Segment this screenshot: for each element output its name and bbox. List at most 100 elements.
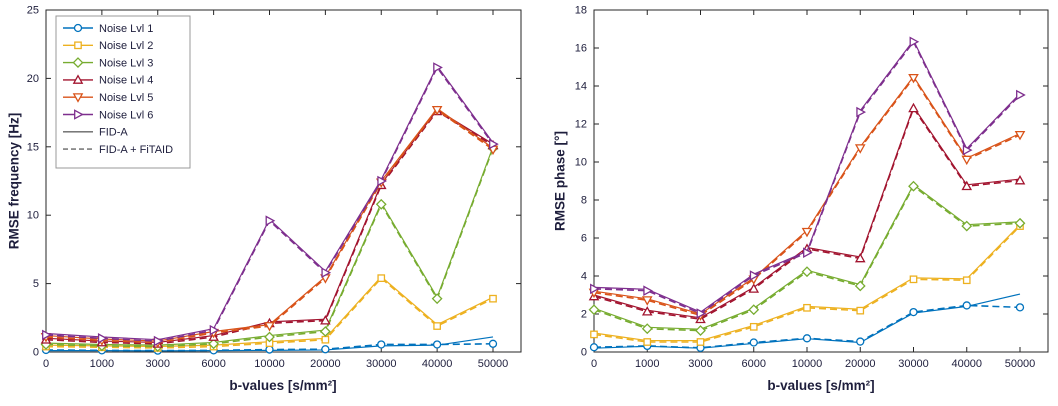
diamond-marker <box>641 323 653 335</box>
tick-label: 14 <box>575 81 587 93</box>
tick-label: 6 <box>581 233 587 245</box>
square-marker <box>590 330 598 339</box>
triangle-down-marker <box>72 93 84 103</box>
square-marker <box>962 276 971 285</box>
tick-label: 10000 <box>254 358 285 370</box>
tick-label: 12 <box>575 119 587 131</box>
triangle-down-marker <box>854 144 866 154</box>
diamond-marker <box>1014 217 1026 229</box>
tick-label: Noise Lvl 1 <box>99 23 153 35</box>
tick-label: 50000 <box>1005 358 1036 370</box>
tick-label: 6000 <box>201 358 225 370</box>
circle-marker <box>432 340 442 349</box>
triangle-up-marker <box>72 74 84 84</box>
diamond-marker <box>431 293 443 305</box>
circle-marker <box>321 345 330 354</box>
circle-marker <box>802 334 812 343</box>
triangle-up-marker <box>748 283 760 293</box>
tick-label: 6000 <box>742 358 766 370</box>
freq-xlabel: b-values [s/mm²] <box>229 378 337 393</box>
tick-label: 30000 <box>366 358 397 370</box>
tick-label: 20000 <box>845 358 876 370</box>
series-line-fitaid-noise-lvl-2 <box>593 225 1021 343</box>
tick-label: 4 <box>581 271 587 283</box>
axes-box <box>593 9 1049 353</box>
tick-label: Noise Lvl 5 <box>99 92 153 104</box>
square-marker <box>321 335 330 344</box>
triangle-right-marker <box>489 138 499 150</box>
tick-label: 0 <box>581 347 587 359</box>
diamond-marker <box>801 266 813 278</box>
triangle-down-marker <box>908 73 919 84</box>
diamond-marker <box>961 220 973 232</box>
triangle-right-marker <box>153 335 164 347</box>
tick-label: 1000 <box>90 358 114 370</box>
legend-item: FID-A + FiTAID <box>63 144 173 156</box>
tick-label: FID-A + FiTAID <box>99 144 173 156</box>
square-marker <box>489 294 497 303</box>
square-marker <box>909 275 918 284</box>
tick-label: 10 <box>27 210 39 222</box>
axes-box <box>45 9 522 353</box>
triangle-right-marker <box>265 215 276 226</box>
tick-label: Noise Lvl 3 <box>99 57 153 69</box>
tick-label: 40000 <box>951 358 982 370</box>
legend-item: Noise Lvl 1 <box>63 23 153 35</box>
legend-item: Noise Lvl 2 <box>63 40 153 52</box>
tick-label: 50000 <box>478 358 509 370</box>
triangle-right-marker <box>962 144 973 156</box>
square-marker <box>74 41 82 50</box>
triangle-right-marker <box>909 36 920 48</box>
tick-label: 0 <box>43 358 49 370</box>
diamond-marker <box>908 180 919 192</box>
triangle-up-marker <box>1014 174 1026 185</box>
tick-label: 3000 <box>146 358 170 370</box>
circle-marker <box>589 343 599 352</box>
triangle-down-marker <box>961 155 973 166</box>
circle-marker <box>909 307 918 317</box>
series-line-fid-a-noise-lvl-4 <box>593 105 1021 319</box>
diamond-marker <box>72 57 84 69</box>
circle-marker <box>962 301 971 310</box>
tick-label: 10000 <box>792 358 823 370</box>
tick-label: 1000 <box>635 358 659 370</box>
triangle-right-marker <box>590 283 600 295</box>
triangle-up-marker <box>641 306 653 316</box>
tick-label: 16 <box>575 43 587 55</box>
legend-item: Noise Lvl 4 <box>63 74 153 87</box>
phase-xlabel: b-values [s/mm²] <box>767 378 875 393</box>
legend-item: Noise Lvl 6 <box>63 109 153 121</box>
circle-marker <box>488 339 498 348</box>
tick-label: Noise Lvl 6 <box>99 109 153 121</box>
tick-label: 0 <box>591 358 597 370</box>
legend-item: FID-A <box>63 127 128 139</box>
triangle-up-marker <box>854 252 866 263</box>
phase-ylabel: RMSE phase [°] <box>552 131 568 231</box>
tick-label: FID-A <box>99 127 128 139</box>
legend-item: Noise Lvl 5 <box>63 92 153 104</box>
circle-marker <box>377 340 386 349</box>
diamond-marker <box>264 331 275 343</box>
tick-label: Noise Lvl 2 <box>99 40 153 52</box>
triangle-right-marker <box>74 109 84 120</box>
circle-marker <box>1015 303 1025 312</box>
triangle-right-marker <box>42 329 52 341</box>
triangle-right-marker <box>856 106 867 118</box>
tick-label: 25 <box>27 5 39 17</box>
square-marker <box>433 322 441 330</box>
tick-label: 40000 <box>422 358 453 370</box>
triangle-right-marker <box>696 308 707 319</box>
diamond-marker <box>748 304 760 316</box>
triangle-up-marker <box>908 102 919 113</box>
legend-item: Noise Lvl 3 <box>63 57 153 69</box>
square-marker <box>749 322 758 331</box>
square-marker <box>803 303 811 312</box>
tick-label: 8 <box>581 195 587 207</box>
freq-ylabel: RMSE frequency [Hz] <box>6 112 22 250</box>
triangle-down-marker <box>431 105 443 116</box>
circle-marker <box>73 23 83 33</box>
triangle-down-marker <box>264 322 275 332</box>
triangle-right-marker <box>803 247 813 258</box>
tick-label: 18 <box>575 5 587 17</box>
